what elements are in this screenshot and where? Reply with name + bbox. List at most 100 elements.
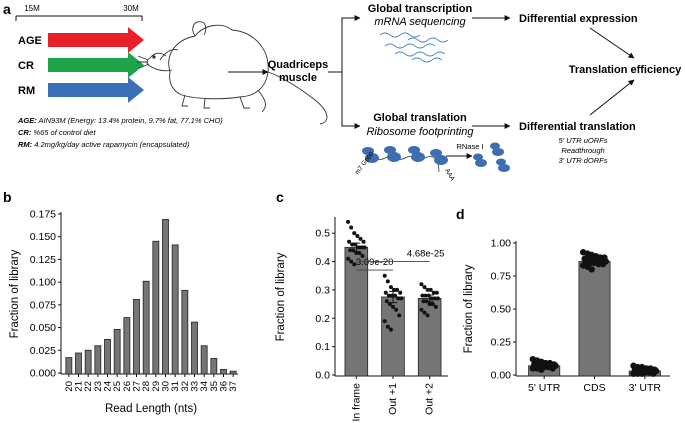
bar-35	[210, 358, 218, 375]
x-tick-label: 33	[190, 381, 201, 392]
translation-efficiency-label: Translation efficiency	[569, 64, 682, 76]
data-point	[425, 287, 430, 292]
timeline-start-label: 15M	[24, 4, 40, 13]
group-age: AGE	[18, 27, 144, 53]
bar-37	[229, 370, 237, 375]
y-tick-label: 0.3	[315, 284, 330, 296]
timeline: 15M 30M	[15, 4, 143, 21]
mouse-illustration	[137, 21, 328, 125]
y-axis-label: Fraction of library	[463, 264, 475, 353]
arrow-trans-to-efficiency	[589, 79, 635, 116]
data-point	[650, 370, 657, 377]
x-tick-label: 37	[228, 381, 239, 392]
data-point	[352, 262, 357, 267]
group-cr-arrow	[48, 52, 144, 78]
data-point	[432, 296, 437, 301]
arrow-expr-to-efficiency	[589, 27, 635, 59]
data-point	[355, 234, 360, 239]
diet-legend: AGE: AIN93M (Energy: 13.4% protein, 9.7%…	[17, 116, 223, 149]
data-point	[422, 310, 427, 315]
panel-letter-c: c	[276, 189, 284, 205]
x-tick-label: 25	[112, 381, 123, 392]
tissue-label-line2: muscle	[279, 72, 317, 84]
bar-22	[84, 349, 92, 375]
group-age-arrow	[48, 27, 144, 53]
data-point	[428, 287, 433, 292]
x-axis-label: Read Length (nts)	[105, 403, 197, 415]
timeline-end-label: 30M	[123, 4, 139, 13]
bar-34	[200, 345, 208, 375]
y-tick-label: 0.0	[315, 370, 330, 382]
data-point	[393, 293, 398, 298]
mrna-waves	[379, 32, 449, 63]
data-point	[348, 248, 353, 253]
group-rm-arrow	[48, 77, 144, 103]
data-point	[422, 285, 427, 290]
bar-25	[113, 328, 121, 375]
y-axis-label: Fraction of library	[275, 252, 287, 341]
bar-cds	[578, 261, 611, 377]
data-point	[347, 239, 352, 244]
data-point	[426, 293, 431, 298]
group-age-label: AGE	[18, 35, 42, 47]
rnase-label: RNase I	[456, 142, 483, 151]
data-point	[361, 239, 366, 244]
bar-27	[133, 299, 140, 375]
panel-letter-d: d	[456, 206, 465, 222]
data-point	[350, 242, 355, 247]
panel-letter-b: b	[3, 189, 12, 205]
x-tick-label: 3' UTR	[629, 382, 662, 394]
data-point	[346, 219, 351, 224]
data-point	[549, 365, 556, 372]
data-point	[385, 279, 390, 284]
data-point	[384, 299, 389, 304]
data-point	[356, 245, 361, 250]
panel-d: d 0.00 0.25 0.50 0.75 1.00 Fraction of library…	[456, 206, 670, 394]
bar-21	[75, 352, 82, 375]
y-tick-label: 0.125	[30, 254, 56, 266]
data-point	[425, 313, 430, 318]
data-point	[349, 225, 354, 230]
data-point	[394, 307, 399, 312]
data-point	[431, 290, 436, 295]
x-tick-label: 24	[103, 381, 114, 392]
data-point	[599, 260, 607, 268]
p-value-label: 4.68e-25	[407, 249, 445, 260]
x-tick-label: Out +2	[424, 383, 436, 415]
data-point	[387, 302, 392, 307]
legend-age: AGE: AIN93M (Energy: 13.4% protein, 9.7%…	[17, 116, 223, 125]
bar-29	[152, 240, 160, 375]
data-point	[638, 370, 646, 377]
y-tick-label: 0.50	[491, 304, 512, 316]
transcription-title: Global transcription	[368, 3, 473, 15]
x-tick-label: 35	[209, 381, 220, 392]
legend-cr: CR: %65 of control diet	[18, 128, 96, 137]
data-point	[419, 282, 424, 287]
y-tick-label: 0.075	[30, 299, 56, 311]
y-tick-label: 0.050	[30, 322, 56, 334]
ribosome-illustration: m7 Gppp AAA RNase I	[354, 142, 510, 183]
group-rm-label: RM	[18, 85, 35, 97]
ribosomes	[362, 142, 510, 172]
group-rm: RM	[18, 77, 144, 103]
x-tick-label: 20	[64, 381, 75, 392]
bar-28	[142, 280, 150, 375]
bar-26	[123, 317, 131, 375]
x-tick-label: 34	[199, 381, 210, 392]
translation-title: Global translation	[373, 112, 467, 124]
data-point	[382, 273, 387, 278]
data-point	[351, 248, 356, 253]
diff-translation-item-dorfs: 3' UTR dORFs	[559, 156, 608, 165]
x-tick-label: Out +1	[387, 383, 399, 415]
x-tick-label: 28	[141, 381, 152, 392]
data-point	[424, 299, 429, 304]
data-point	[588, 266, 595, 273]
data-point	[352, 231, 357, 236]
data-point	[421, 299, 426, 304]
data-point	[430, 302, 435, 307]
y-tick-label: 0.25	[491, 337, 512, 349]
y-tick-label: 0.1	[315, 341, 330, 353]
y-tick-label: 0.00	[491, 370, 512, 382]
x-tick-label: 26	[122, 381, 133, 392]
